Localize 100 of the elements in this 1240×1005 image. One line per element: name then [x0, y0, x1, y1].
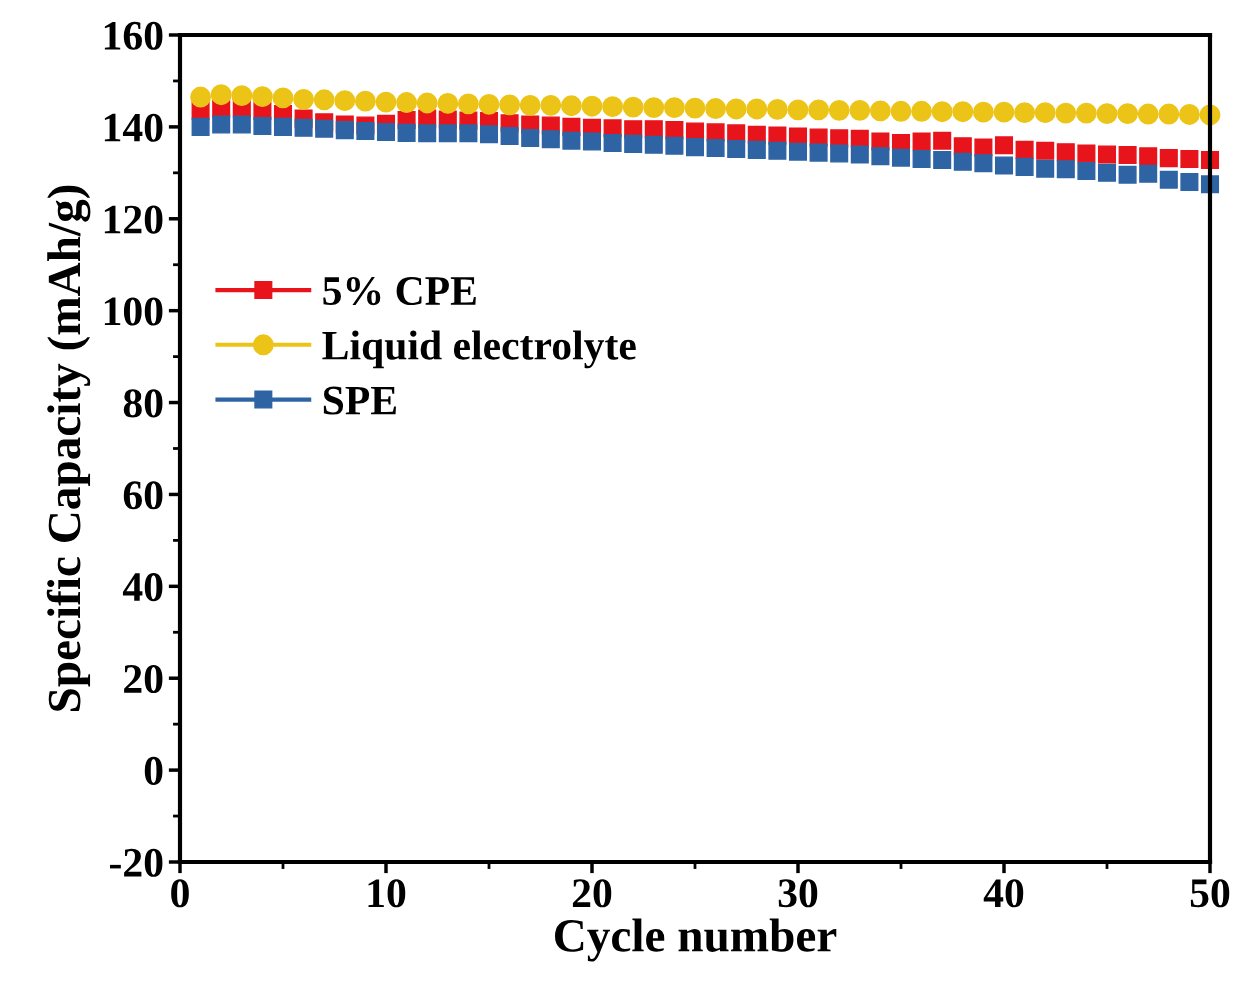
point — [685, 138, 705, 157]
point — [334, 90, 356, 112]
point — [1180, 172, 1199, 192]
point — [1118, 145, 1137, 164]
point — [933, 150, 952, 169]
point — [850, 145, 869, 164]
point — [1056, 143, 1075, 162]
point — [540, 94, 562, 116]
point — [1014, 102, 1036, 124]
point — [294, 118, 313, 137]
point — [787, 99, 809, 121]
point — [933, 131, 952, 150]
point — [1077, 144, 1096, 163]
point — [459, 124, 478, 143]
point — [953, 152, 972, 171]
point — [479, 125, 499, 144]
point — [212, 115, 231, 134]
point — [788, 142, 808, 161]
point — [768, 141, 787, 160]
point — [974, 154, 993, 173]
x-tick-label: 0 — [171, 879, 189, 908]
point — [705, 98, 727, 119]
point — [602, 96, 624, 118]
point — [293, 88, 315, 110]
point — [871, 147, 890, 166]
legend-label: 5% CPE — [323, 276, 476, 306]
point — [994, 136, 1014, 155]
point — [1077, 161, 1096, 181]
point — [684, 97, 706, 119]
point — [354, 90, 376, 112]
point — [376, 122, 396, 141]
y-tick-label: -20 — [110, 848, 163, 877]
point — [1139, 164, 1158, 183]
point — [972, 101, 994, 123]
point — [273, 117, 293, 136]
y-tick-label: 120 — [104, 205, 163, 234]
point — [891, 148, 911, 167]
y-tick-label: 160 — [104, 21, 163, 50]
y-tick-label: 20 — [124, 664, 163, 694]
point — [931, 101, 953, 123]
point — [521, 128, 540, 147]
point — [457, 93, 479, 115]
point — [541, 130, 560, 149]
point — [1159, 170, 1178, 189]
point — [499, 94, 521, 116]
y-tick-label: 40 — [122, 573, 163, 602]
point — [562, 131, 581, 150]
point — [643, 97, 665, 119]
point — [1015, 140, 1034, 159]
x-tick-label: 30 — [778, 879, 818, 908]
point — [993, 101, 1015, 123]
point — [912, 132, 931, 151]
x-tick-label: 20 — [572, 879, 612, 908]
point — [397, 123, 416, 142]
point — [912, 150, 931, 169]
point — [1036, 159, 1055, 178]
point — [1178, 104, 1200, 125]
y-axis-title: Specific Capacity (mAh/g) — [46, 185, 91, 711]
y-tick-label: 140 — [104, 113, 163, 142]
point — [396, 92, 418, 113]
point — [603, 133, 622, 152]
y-tick-label: 80 — [123, 389, 163, 418]
x-tick-label: 50 — [1190, 879, 1230, 908]
point — [210, 84, 232, 106]
point — [375, 91, 397, 113]
point — [253, 116, 272, 135]
point — [1180, 150, 1199, 169]
point — [808, 99, 830, 121]
point — [1097, 145, 1117, 164]
point — [1159, 149, 1178, 168]
x-axis-title: Cycle number — [555, 918, 837, 962]
point — [500, 127, 519, 146]
legend-label: SPE — [323, 386, 396, 415]
point — [1117, 103, 1139, 124]
y-tick-label: 60 — [123, 481, 163, 510]
point — [890, 100, 912, 122]
point — [952, 101, 974, 123]
point — [1056, 160, 1075, 179]
point — [849, 99, 871, 121]
point — [1036, 141, 1055, 160]
point — [663, 97, 685, 119]
point — [335, 121, 354, 140]
point — [356, 121, 375, 141]
point — [624, 134, 643, 153]
point — [1158, 103, 1180, 125]
y-tick-label: 0 — [144, 756, 163, 785]
point — [809, 143, 828, 162]
point — [437, 93, 459, 114]
point — [706, 138, 725, 158]
point — [438, 124, 457, 143]
point — [416, 92, 438, 114]
point — [190, 86, 212, 108]
point — [315, 119, 334, 138]
point — [272, 87, 294, 109]
point — [725, 98, 747, 120]
point — [830, 144, 849, 163]
point — [869, 100, 891, 122]
point — [1034, 102, 1056, 124]
point — [747, 140, 766, 159]
point — [313, 89, 335, 111]
